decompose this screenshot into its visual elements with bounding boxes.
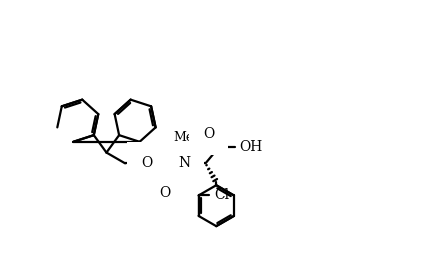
Text: Cl: Cl bbox=[214, 188, 229, 202]
Text: N: N bbox=[178, 156, 190, 170]
Text: Me: Me bbox=[174, 131, 194, 144]
Text: O: O bbox=[203, 127, 214, 142]
Text: O: O bbox=[141, 156, 152, 170]
Text: OH: OH bbox=[240, 140, 263, 154]
Text: O: O bbox=[160, 187, 171, 201]
